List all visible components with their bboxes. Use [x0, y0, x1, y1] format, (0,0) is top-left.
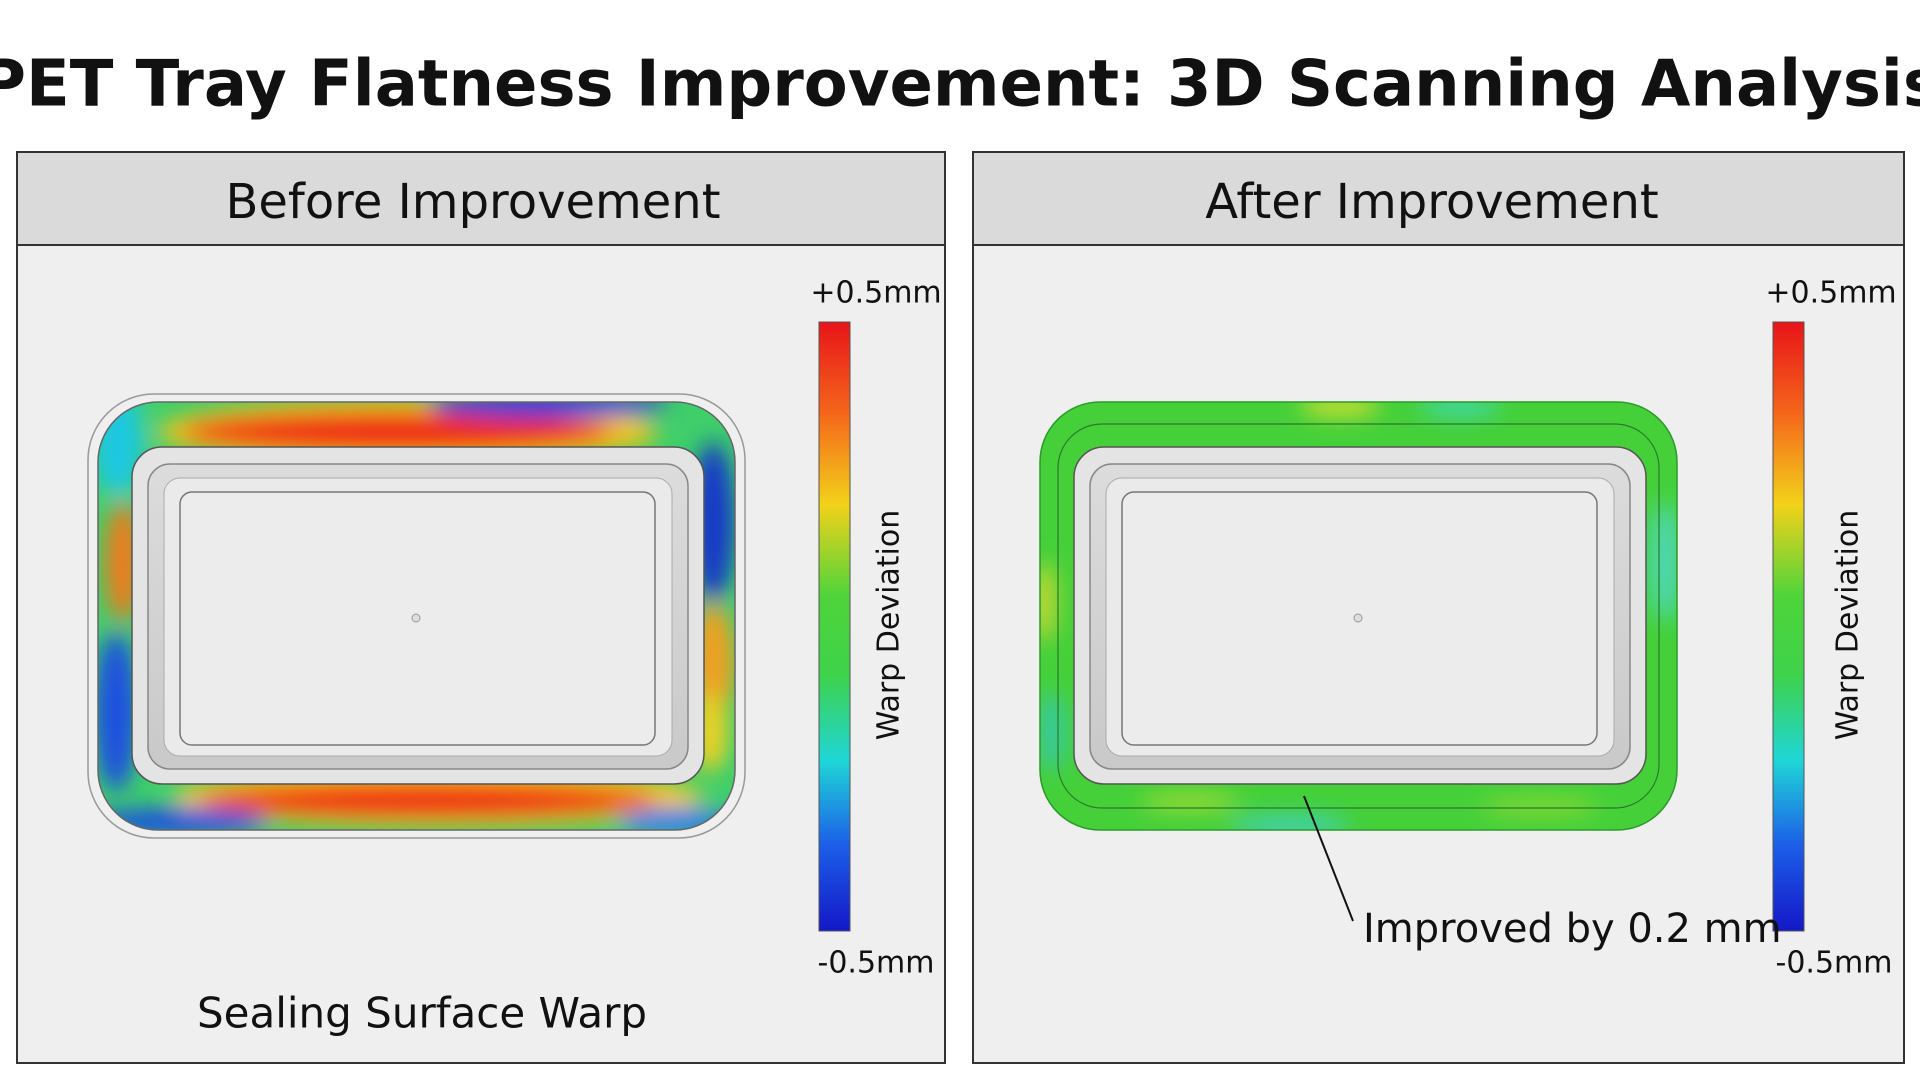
panel-header: Before Improvement	[225, 174, 720, 230]
panel-before: Before Improvement	[16, 151, 946, 1064]
annotation-leader	[1303, 795, 1354, 922]
colorbar	[1772, 321, 1805, 932]
panel-header-bg	[16, 151, 946, 246]
scale-label: Warp Deviation	[872, 510, 907, 741]
scale-label: Warp Deviation	[1831, 510, 1866, 741]
scale-min: -0.5mm	[1776, 946, 1893, 981]
scale-max: +0.5mm	[1765, 276, 1896, 311]
panel-header: After Improvement	[1205, 174, 1658, 230]
tray-heatmap	[87, 387, 746, 839]
panel-header-bg	[972, 151, 1905, 246]
scale-min: -0.5mm	[818, 946, 935, 981]
annotation: Improved by 0.2 mm	[1363, 906, 1782, 952]
colorbar	[818, 321, 851, 932]
tray-heatmap	[1032, 396, 1679, 836]
caption: Sealing Surface Warp	[197, 989, 647, 1038]
scale-max: +0.5mm	[810, 276, 941, 311]
panel-after: After Improvement +0.5mm -0	[972, 151, 1905, 1064]
title: PET Tray Flatness Improvement: 3D Scanni…	[0, 48, 1920, 122]
